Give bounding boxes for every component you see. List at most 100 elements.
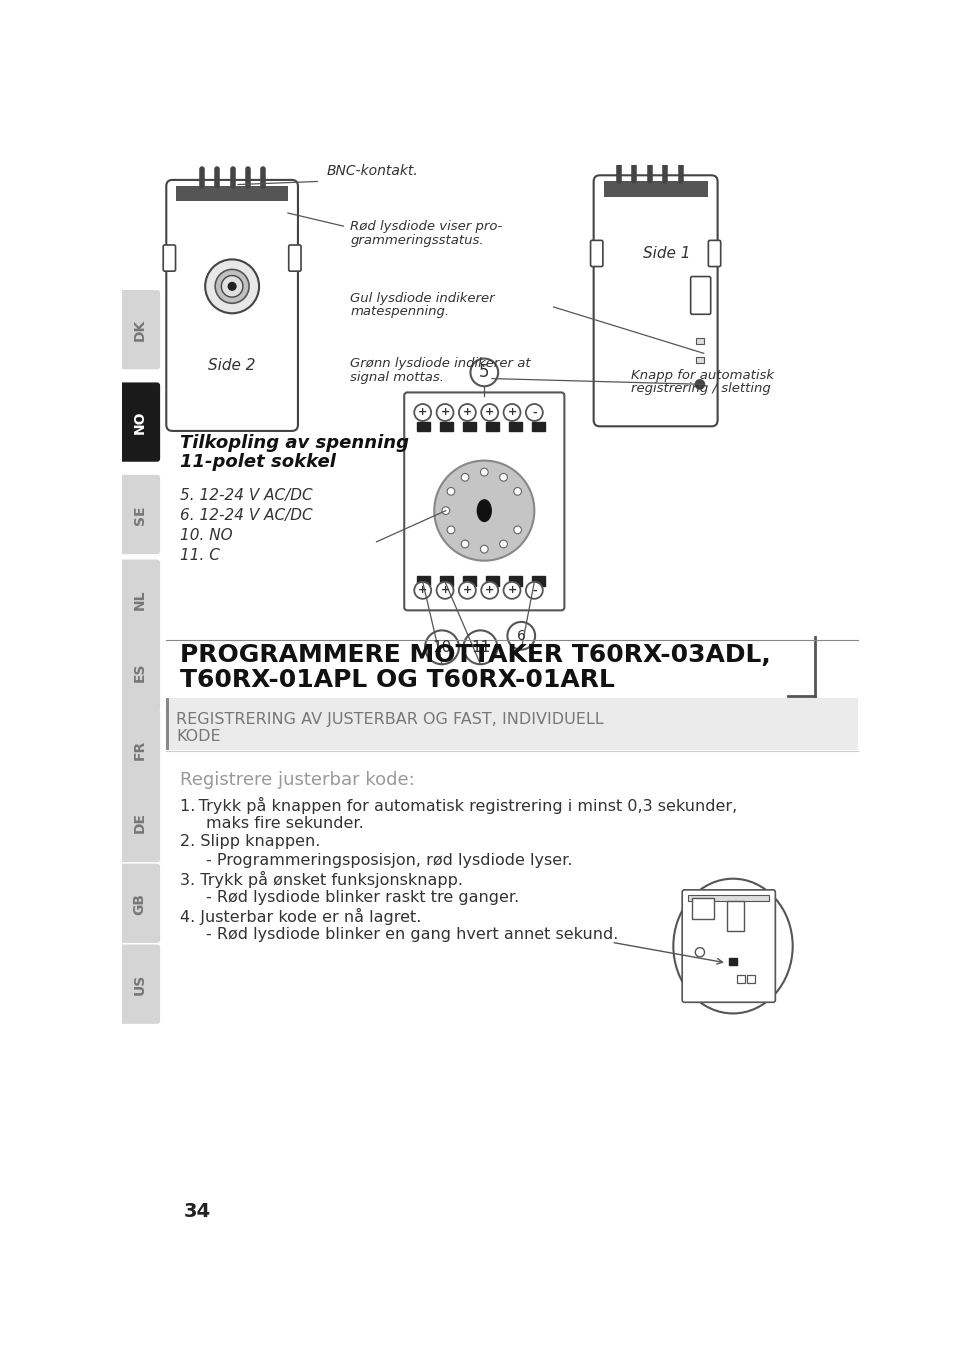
- Text: maks fire sekunder.: maks fire sekunder.: [205, 816, 363, 831]
- FancyBboxPatch shape: [119, 559, 160, 639]
- Text: T60RX-01APL OG T60RX-01ARL: T60RX-01APL OG T60RX-01ARL: [180, 668, 615, 692]
- Text: Side 1: Side 1: [643, 245, 691, 260]
- Circle shape: [514, 526, 521, 533]
- Bar: [509, 576, 522, 585]
- Circle shape: [414, 404, 431, 421]
- Bar: [696, 339, 704, 344]
- Text: 6. 12-24 V AC/DC: 6. 12-24 V AC/DC: [180, 507, 313, 522]
- Circle shape: [414, 581, 431, 599]
- Text: Gul lysdiode indikerer: Gul lysdiode indikerer: [350, 292, 495, 304]
- FancyBboxPatch shape: [683, 890, 776, 1002]
- Bar: [727, 901, 744, 931]
- Text: 11: 11: [470, 640, 490, 655]
- Text: 1. Trykk på knappen for automatisk registrering i minst 0,3 sekunder,: 1. Trykk på knappen for automatisk regis…: [180, 798, 737, 814]
- FancyBboxPatch shape: [690, 277, 710, 314]
- Text: Grønn lysdiode indikerer at: Grønn lysdiode indikerer at: [350, 356, 531, 370]
- Text: +: +: [508, 407, 516, 417]
- Circle shape: [500, 473, 508, 481]
- Circle shape: [205, 259, 259, 314]
- Bar: [440, 576, 453, 585]
- Text: +: +: [485, 407, 494, 417]
- Text: Side 2: Side 2: [208, 358, 256, 373]
- Text: registrering / sletting: registrering / sletting: [631, 383, 770, 395]
- Circle shape: [437, 581, 453, 599]
- FancyBboxPatch shape: [404, 392, 564, 610]
- Circle shape: [437, 404, 453, 421]
- Bar: [509, 422, 522, 430]
- Text: 2. Slipp knappen.: 2. Slipp knappen.: [180, 835, 321, 850]
- Text: Registrere justerbar kode:: Registrere justerbar kode:: [180, 772, 415, 790]
- Circle shape: [215, 269, 249, 303]
- FancyBboxPatch shape: [119, 291, 160, 369]
- Text: FR: FR: [132, 739, 147, 760]
- Text: - Rød lysdiode blinker en gang hvert annet sekund.: - Rød lysdiode blinker en gang hvert ann…: [205, 927, 618, 942]
- Circle shape: [508, 622, 535, 650]
- Circle shape: [461, 473, 468, 481]
- Circle shape: [222, 276, 243, 298]
- Bar: [604, 181, 708, 197]
- FancyBboxPatch shape: [166, 180, 298, 430]
- Circle shape: [228, 282, 236, 291]
- Bar: [463, 576, 476, 585]
- Circle shape: [695, 380, 705, 389]
- Text: -: -: [532, 407, 537, 417]
- Circle shape: [434, 461, 535, 561]
- Circle shape: [425, 631, 459, 665]
- FancyBboxPatch shape: [119, 383, 160, 462]
- Bar: [417, 422, 430, 430]
- Circle shape: [481, 581, 498, 599]
- Bar: [730, 957, 737, 965]
- Text: 4. Justerbar kode er nå lagret.: 4. Justerbar kode er nå lagret.: [180, 909, 421, 925]
- Text: REGISTRERING AV JUSTERBAR OG FAST, INDIVIDUELL: REGISTRERING AV JUSTERBAR OG FAST, INDIV…: [177, 712, 604, 727]
- Text: +: +: [508, 585, 516, 595]
- Text: 5. 12-24 V AC/DC: 5. 12-24 V AC/DC: [180, 488, 313, 503]
- Circle shape: [514, 488, 521, 495]
- Bar: [177, 186, 288, 202]
- Circle shape: [480, 469, 488, 476]
- Circle shape: [461, 540, 468, 548]
- FancyBboxPatch shape: [119, 783, 160, 862]
- Circle shape: [504, 404, 520, 421]
- Text: DE: DE: [132, 813, 147, 834]
- Bar: [696, 358, 704, 363]
- Text: +: +: [441, 407, 449, 417]
- Bar: [747, 975, 755, 983]
- FancyBboxPatch shape: [590, 240, 603, 266]
- FancyBboxPatch shape: [119, 864, 160, 943]
- Ellipse shape: [477, 500, 492, 521]
- Circle shape: [464, 631, 497, 665]
- Text: GB: GB: [132, 893, 147, 914]
- Text: -: -: [532, 585, 537, 595]
- Bar: [486, 422, 499, 430]
- Circle shape: [470, 359, 498, 387]
- Ellipse shape: [673, 879, 793, 1013]
- Bar: [440, 422, 453, 430]
- Text: SE: SE: [132, 505, 147, 525]
- Text: PROGRAMMERE MOTTAKER T60RX-03ADL,: PROGRAMMERE MOTTAKER T60RX-03ADL,: [180, 643, 771, 668]
- Circle shape: [480, 546, 488, 553]
- Text: 5: 5: [479, 363, 490, 381]
- FancyBboxPatch shape: [119, 632, 160, 712]
- Bar: [166, 698, 169, 750]
- Text: DK: DK: [132, 319, 147, 341]
- Circle shape: [459, 581, 476, 599]
- FancyBboxPatch shape: [119, 710, 160, 788]
- Text: +: +: [463, 585, 472, 595]
- Circle shape: [504, 581, 520, 599]
- Text: grammeringsstatus.: grammeringsstatus.: [350, 234, 484, 247]
- Text: +: +: [441, 585, 449, 595]
- Bar: [417, 576, 430, 585]
- FancyBboxPatch shape: [708, 240, 721, 266]
- Circle shape: [500, 540, 508, 548]
- Text: 6: 6: [516, 629, 526, 643]
- Text: 10. NO: 10. NO: [180, 528, 232, 543]
- Text: NL: NL: [132, 590, 147, 610]
- Bar: [166, 698, 857, 750]
- Bar: [486, 576, 499, 585]
- Bar: [688, 895, 769, 901]
- FancyBboxPatch shape: [289, 245, 301, 271]
- Circle shape: [526, 581, 542, 599]
- Text: NO: NO: [132, 411, 147, 435]
- Bar: [463, 422, 476, 430]
- Text: +: +: [418, 407, 427, 417]
